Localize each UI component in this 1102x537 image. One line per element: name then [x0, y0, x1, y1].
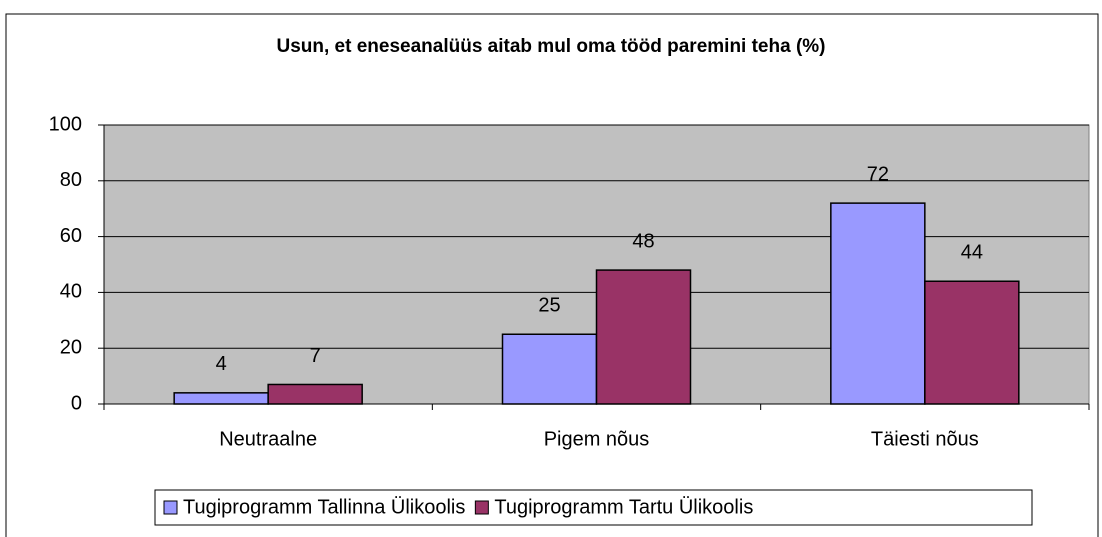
y-tick-label: 60: [60, 225, 82, 247]
bar: [595, 269, 692, 405]
bar: [830, 202, 926, 405]
chart-border: [5, 13, 1099, 537]
legend-swatch: [474, 500, 489, 515]
chart-title: Usun, et eneseanalüüs aitab mul oma tööd…: [277, 36, 826, 57]
data-label: 44: [961, 242, 983, 264]
y-tick-label: 100: [49, 113, 82, 135]
bar: [501, 333, 598, 405]
x-tick-label: Pigem nõus: [544, 428, 650, 450]
y-tick-label: 40: [60, 281, 82, 303]
data-label: 7: [310, 345, 321, 367]
legend-box: [154, 489, 1033, 526]
data-label: 4: [216, 353, 227, 375]
legend-swatch: [163, 500, 178, 515]
legend-label: Tugiprogramm Tallinna Ülikoolis: [183, 496, 465, 518]
data-label: 48: [632, 230, 654, 252]
x-tick-label: Neutraalne: [219, 428, 317, 450]
legend-label: Tugiprogramm Tartu Ülikoolis: [494, 496, 753, 518]
bar: [924, 280, 1020, 405]
y-tick-label: 0: [71, 392, 82, 414]
data-label: 25: [538, 295, 560, 317]
x-tick-label: Täiesti nõus: [871, 428, 979, 450]
y-tick-label: 80: [60, 169, 82, 191]
bar: [267, 383, 363, 405]
bar: [173, 392, 269, 405]
data-label: 72: [867, 163, 889, 185]
y-tick-label: 20: [60, 336, 82, 358]
